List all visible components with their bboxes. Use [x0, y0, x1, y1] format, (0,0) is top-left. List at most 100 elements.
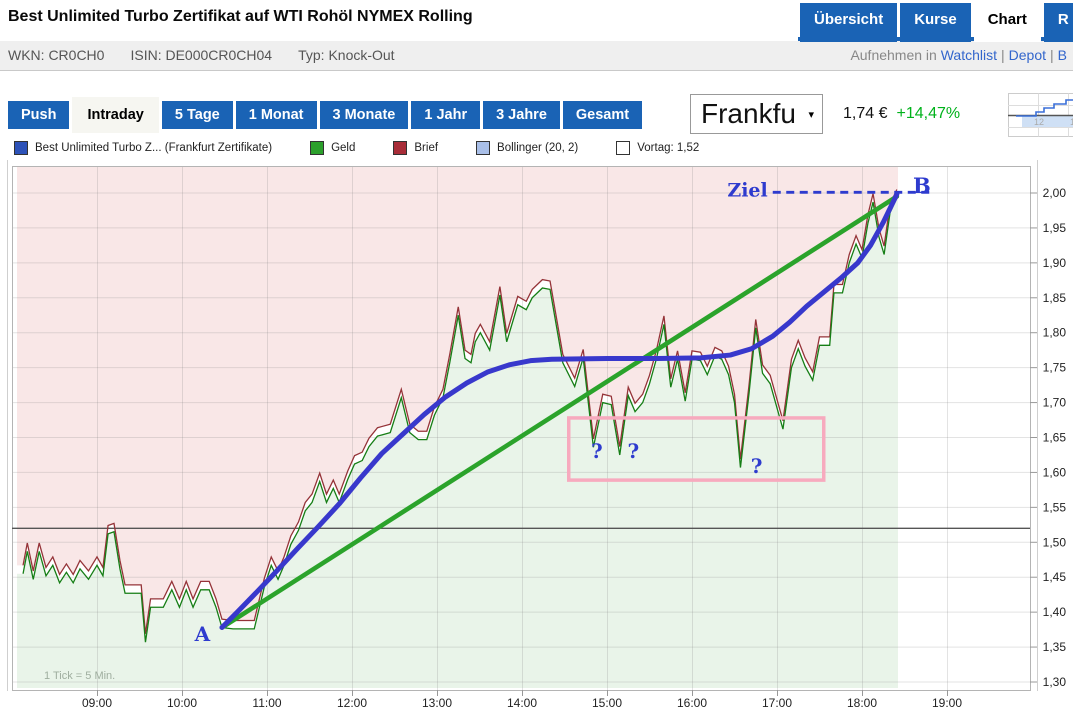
- annotation-a-label: A: [194, 622, 211, 646]
- question-zone-box: [567, 416, 826, 482]
- legend-swatch: [616, 140, 631, 155]
- x-tick-label: 10:00: [167, 696, 197, 710]
- link-b[interactable]: B: [1057, 47, 1067, 63]
- range-tab-3-jahre[interactable]: 3 Jahre: [483, 101, 560, 129]
- mini-chart-selection: [1022, 116, 1073, 127]
- legend-item-vortag-1-52: Vortag: 1,52: [616, 140, 700, 155]
- legend-label: Best Unlimited Turbo Z... (Frankfurt Zer…: [35, 141, 273, 154]
- link-depot[interactable]: Depot: [1008, 47, 1047, 63]
- annotation-question-mark: ?: [591, 439, 603, 463]
- chart-area: Ziel B A??? 09:00 10:00 11:00 12:00 13:00 14:00 1…: [0, 155, 1073, 716]
- legend-item-best-unlimited-turbo-z-frankfu: Best Unlimited Turbo Z... (Frankfurt Zer…: [14, 140, 273, 155]
- annotation-ziel-label: Ziel: [727, 179, 767, 201]
- y-tick-label: 1,75: [1043, 361, 1067, 375]
- legend-label: Geld: [331, 141, 356, 154]
- time-range-tabs: Push Intraday 5 Tage 1 Monat 3 Monate 1 Jahr 3…: [8, 93, 643, 137]
- instrument-identifiers: WKN: CR0CH0 ISIN: DE000CR0CH04 Typ: Knock-…: [8, 47, 421, 63]
- mini-chart-thumbnail[interactable]: 12 1: [1008, 91, 1073, 139]
- y-tick-label: 1,95: [1043, 221, 1067, 235]
- geld-line: [22, 197, 898, 643]
- field-typ: Typ: Knock-Out: [298, 47, 395, 63]
- y-axis: 2,00 1,95 1,90 1,85 1,80 1,75 1,70 1,65 1,60 1,55…: [1030, 186, 1066, 689]
- header-tab-chart[interactable]: Chart: [973, 3, 1041, 42]
- range-tab-1-jahr[interactable]: 1 Jahr: [411, 101, 481, 129]
- y-tick-label: 1,50: [1043, 535, 1067, 549]
- chart-legend: Best Unlimited Turbo Z... (Frankfurt Zer…: [0, 139, 1073, 156]
- link-watchlist[interactable]: Watchlist: [940, 47, 998, 63]
- legend-swatch: [14, 140, 28, 155]
- y-tick-label: 2,00: [1043, 186, 1067, 200]
- y-tick-label: 1,45: [1043, 570, 1067, 584]
- mini-chart-tick-label: 1: [1070, 117, 1073, 127]
- exchange-dropdown[interactable]: Frankfu ▾: [690, 94, 823, 134]
- x-tick-label: 09:00: [82, 696, 112, 710]
- y-tick-label: 1,30: [1043, 675, 1067, 689]
- watchlist-actions: Aufnehmen in Watchlist | Depot | B: [850, 47, 1067, 63]
- x-tick-label: 14:00: [507, 696, 537, 710]
- legend-label: Brief: [414, 141, 439, 154]
- action-prefix-label: Aufnehmen in: [850, 47, 937, 63]
- separator: |: [1050, 47, 1054, 63]
- x-tick-label: 11:00: [252, 696, 281, 710]
- y-tick-label: 1,90: [1043, 256, 1067, 270]
- y-tick-label: 1,65: [1043, 431, 1067, 445]
- chevron-down-icon: ▾: [808, 108, 814, 121]
- x-tick-label: 16:00: [677, 696, 707, 710]
- mini-chart-sparkline: [1016, 99, 1073, 117]
- action-links: Watchlist | Depot | B: [941, 47, 1067, 63]
- background-below-price: [17, 197, 898, 688]
- x-tick-label: 18:00: [847, 696, 877, 710]
- y-tick-label: 1,40: [1043, 605, 1067, 619]
- legend-item-geld: Geld: [310, 140, 356, 155]
- annotation-question-mark: ?: [751, 454, 763, 478]
- y-tick-label: 1,70: [1043, 396, 1067, 410]
- legend-swatch: [310, 140, 325, 155]
- y-tick-label: 1,80: [1043, 326, 1067, 340]
- separator: |: [1001, 47, 1005, 63]
- header-tab-ubersicht[interactable]: Übersicht: [800, 3, 898, 42]
- x-axis: 09:00 10:00 11:00 12:00 13:00 14:00 15:00 16:00…: [82, 690, 962, 710]
- page-title: Best Unlimited Turbo Zertifikat auf WTI …: [8, 8, 473, 25]
- legend-label: Vortag: 1,52: [637, 141, 700, 154]
- quote-display: 1,74 € +14,47%: [843, 105, 960, 123]
- x-tick-label: 15:00: [592, 696, 622, 710]
- annotation-question-mark: ?: [627, 439, 639, 463]
- trend-line-a-b: [219, 194, 900, 630]
- y-tick-label: 1,60: [1043, 465, 1067, 479]
- field-isin: ISIN: DE000CR0CH04: [130, 47, 273, 63]
- bollinger-line: [219, 191, 900, 631]
- header-tab-r[interactable]: R: [1043, 3, 1073, 42]
- range-tab-5-tage[interactable]: 5 Tage: [161, 101, 233, 129]
- change-percent: +14,47%: [896, 105, 961, 122]
- header-tabs: Übersicht Kurse Chart R: [800, 3, 1073, 42]
- field-wkn: WKN: CR0CH0: [8, 47, 105, 63]
- header-tab-kurse[interactable]: Kurse: [900, 3, 971, 42]
- range-tab-gesamt[interactable]: Gesamt: [562, 101, 643, 129]
- chart-toolbar: Push Intraday 5 Tage 1 Monat 3 Monate 1 Jahr 3…: [0, 93, 1073, 139]
- plot-border: [12, 166, 1031, 691]
- legend-item-bollinger-20-2: Bollinger (20, 2): [476, 140, 579, 155]
- range-tab-intraday[interactable]: Intraday: [72, 97, 159, 133]
- range-tab-1-monat[interactable]: 1 Monat: [235, 101, 317, 129]
- price-chart: Ziel B A? ?? 09:00 10:00 11:00 12:00 13:00 14:00 1…: [7, 160, 1066, 710]
- x-tick-label: 12:00: [337, 696, 367, 710]
- top-header: Best Unlimited Turbo Zertifikat auf WTI …: [0, 0, 1073, 42]
- legend-item-brief: Brief: [393, 140, 439, 155]
- exchange-dropdown-value: Frankfu: [701, 98, 796, 129]
- mini-chart-tick-label: 12: [1034, 117, 1044, 127]
- x-tick-label: 13:00: [422, 696, 452, 710]
- legend-swatch: [393, 140, 408, 155]
- range-tab-push[interactable]: Push: [8, 101, 70, 129]
- instrument-info-bar: WKN: CR0CH0 ISIN: DE000CR0CH04 Typ: Knock-…: [0, 41, 1073, 71]
- legend-swatch: [476, 140, 491, 155]
- x-tick-label: 19:00: [932, 696, 962, 710]
- tick-resolution-note: 1 Tick = 5 Min.: [44, 670, 115, 682]
- annotation-b-label: B: [913, 173, 931, 198]
- range-tab-3-monate[interactable]: 3 Monate: [319, 101, 409, 129]
- brief-line: [22, 189, 898, 634]
- x-tick-label: 17:00: [762, 696, 792, 710]
- y-tick-label: 1,35: [1043, 640, 1067, 654]
- y-tick-label: 1,85: [1043, 291, 1067, 305]
- last-price: 1,74 €: [843, 105, 888, 122]
- legend-label: Bollinger (20, 2): [497, 141, 579, 154]
